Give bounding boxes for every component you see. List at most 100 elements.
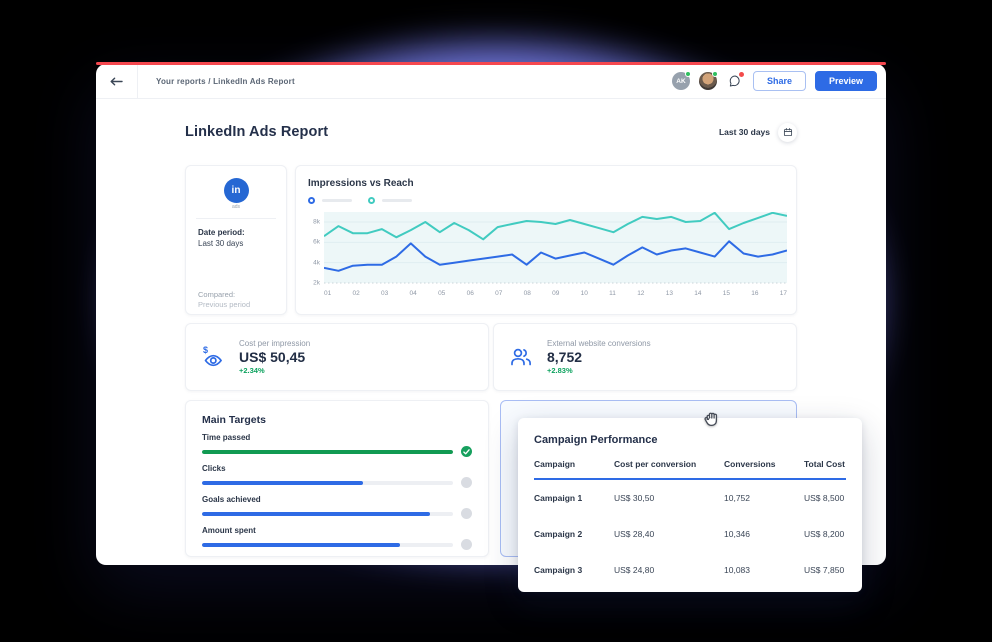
x-tick-label: 13: [665, 290, 673, 297]
progress-fill: [202, 449, 453, 454]
progress-fill: [202, 542, 401, 547]
legend-marker-icon: [308, 197, 315, 204]
x-tick-label: 15: [722, 290, 730, 297]
date-range-control: Last 30 days: [718, 122, 797, 142]
target-row: Clicks: [202, 464, 472, 488]
linkedin-logo-text: in: [231, 185, 241, 196]
target-label: Goals achieved: [202, 495, 261, 504]
compared-value: Previous period: [198, 300, 251, 310]
back-arrow-icon: [110, 77, 123, 85]
table-column-header: Total Cost: [804, 459, 845, 469]
chart-panel: Impressions vs Reach 8k 6k 4k 2k 01 02 03 04 05…: [295, 165, 797, 315]
page-title: LinkedIn Ads Report: [185, 124, 329, 140]
stat-label: Cost per impression: [239, 339, 311, 348]
legend-item: [308, 197, 352, 204]
target-label: Clicks: [202, 464, 226, 473]
target-progress: [202, 508, 472, 519]
target-row: Time passed: [202, 433, 472, 457]
pending-circle-icon: [461, 477, 472, 488]
table-row: Campaign 1 US$ 30,50 10,752 US$ 8,500: [534, 480, 846, 516]
title-row: LinkedIn Ads Report Last 30 days: [185, 112, 797, 152]
table-cell: 10,083: [724, 565, 750, 575]
table-cell: US$ 8,200: [804, 529, 845, 539]
y-tick-label: 4k: [313, 259, 320, 267]
targets-title: Main Targets: [202, 414, 266, 426]
stat-value: 8,752: [547, 349, 583, 365]
compared-label: Compared:: [198, 289, 236, 299]
topbar-actions: AK Share Preview: [671, 71, 886, 91]
campaign-table: Campaign Cost per conversion Conversions To…: [534, 459, 846, 588]
table-cell: Campaign 3: [534, 565, 583, 575]
x-tick-label: 14: [694, 290, 702, 297]
table-row: Campaign 3 US$ 24,80 10,083 US$ 7,850: [534, 552, 846, 588]
divider: [196, 218, 276, 219]
x-tick-label: 12: [637, 290, 645, 297]
target-progress: [202, 539, 472, 550]
x-tick-label: 08: [523, 290, 531, 297]
table-cell: US$ 28,40: [614, 529, 655, 539]
chart-legend: [308, 197, 784, 204]
progress-track: [202, 542, 453, 547]
main-targets-panel: Main Targets Time passed Clicks Goals achi…: [185, 400, 489, 557]
table-row: Campaign 2 US$ 28,40 10,346 US$ 8,200: [534, 516, 846, 552]
table-cell: Campaign 1: [534, 493, 583, 503]
x-tick-label: 10: [580, 290, 588, 297]
legend-marker-icon: [368, 197, 375, 204]
people-icon: [511, 348, 531, 366]
chart-body: 8k 6k 4k 2k 01 02 03 04 05 06 07 08 09 10 11 12 13 14 15 1…: [308, 212, 787, 300]
topbar: Your reports / LinkedIn Ads Report AK Sh…: [96, 64, 886, 99]
x-tick-label: 16: [751, 290, 759, 297]
chat-button[interactable]: [726, 72, 744, 90]
table-cell: US$ 24,80: [614, 565, 655, 575]
table-cell: Campaign 2: [534, 529, 583, 539]
x-tick-label: 03: [381, 290, 389, 297]
x-tick-label: 09: [552, 290, 560, 297]
check-circle-icon: [461, 446, 472, 457]
share-button[interactable]: Share: [752, 71, 806, 91]
stat-card-cost-per-impression: $ Cost per impression US$ 50,45 +2.34%: [185, 323, 489, 391]
y-tick-label: 2k: [313, 279, 320, 287]
stat-change: +2.83%: [547, 366, 573, 375]
x-tick-label: 11: [609, 290, 616, 297]
x-axis: 01 02 03 04 05 06 07 08 09 10 11 12 13 14 15 16 17: [324, 290, 787, 297]
progress-track: [202, 449, 453, 454]
avatar-initials[interactable]: AK: [671, 71, 691, 90]
avatar-photo[interactable]: [698, 71, 718, 90]
table-column-header: Conversions: [724, 459, 776, 469]
target-label: Amount spent: [202, 526, 256, 535]
progress-track: [202, 480, 453, 485]
x-tick-label: 17: [779, 290, 787, 297]
preview-button[interactable]: Preview: [814, 71, 877, 91]
chat-bubble-icon: [729, 75, 740, 87]
calendar-button[interactable]: [778, 122, 797, 142]
eye-dollar-icon: $: [203, 345, 222, 367]
avatar-initials-text: AK: [676, 77, 686, 85]
y-axis: 8k 6k 4k 2k: [308, 212, 322, 287]
table-cell: US$ 8,500: [804, 493, 845, 503]
breadcrumb[interactable]: Your reports / LinkedIn Ads Report: [156, 76, 295, 86]
table-cell: 10,346: [724, 529, 750, 539]
table-cell: US$ 30,50: [614, 493, 655, 503]
y-tick-label: 8k: [313, 218, 320, 226]
svg-text:$: $: [203, 345, 208, 355]
grab-hand-cursor-icon: [700, 406, 724, 430]
pending-circle-icon: [461, 539, 472, 550]
stat-content: External website conversions 8,752 +2.83…: [547, 339, 651, 375]
progress-fill: [202, 480, 363, 485]
source-panel: in ads Date period: Last 30 days Compare…: [185, 165, 287, 315]
chart-title: Impressions vs Reach: [308, 178, 414, 189]
campaign-performance-card[interactable]: Campaign Performance Campaign Cost per co…: [518, 418, 862, 592]
plot-area: [324, 212, 787, 284]
x-tick-label: 02: [352, 290, 360, 297]
date-period-label: Date period:: [198, 228, 245, 237]
stat-content: Cost per impression US$ 50,45 +2.34%: [239, 339, 310, 375]
table-column-header: Cost per conversion: [614, 459, 697, 469]
date-period-value: Last 30 days: [198, 238, 244, 248]
legend-placeholder-bar: [322, 199, 352, 202]
date-range-label: Last 30 days: [718, 127, 770, 137]
linkedin-ads-sublabel: ads: [231, 204, 241, 210]
linkedin-logo-icon: in: [223, 178, 249, 203]
online-status-dot: [684, 71, 691, 77]
back-button[interactable]: [96, 64, 138, 98]
report-window: Your reports / LinkedIn Ads Report AK Sh…: [96, 64, 886, 565]
